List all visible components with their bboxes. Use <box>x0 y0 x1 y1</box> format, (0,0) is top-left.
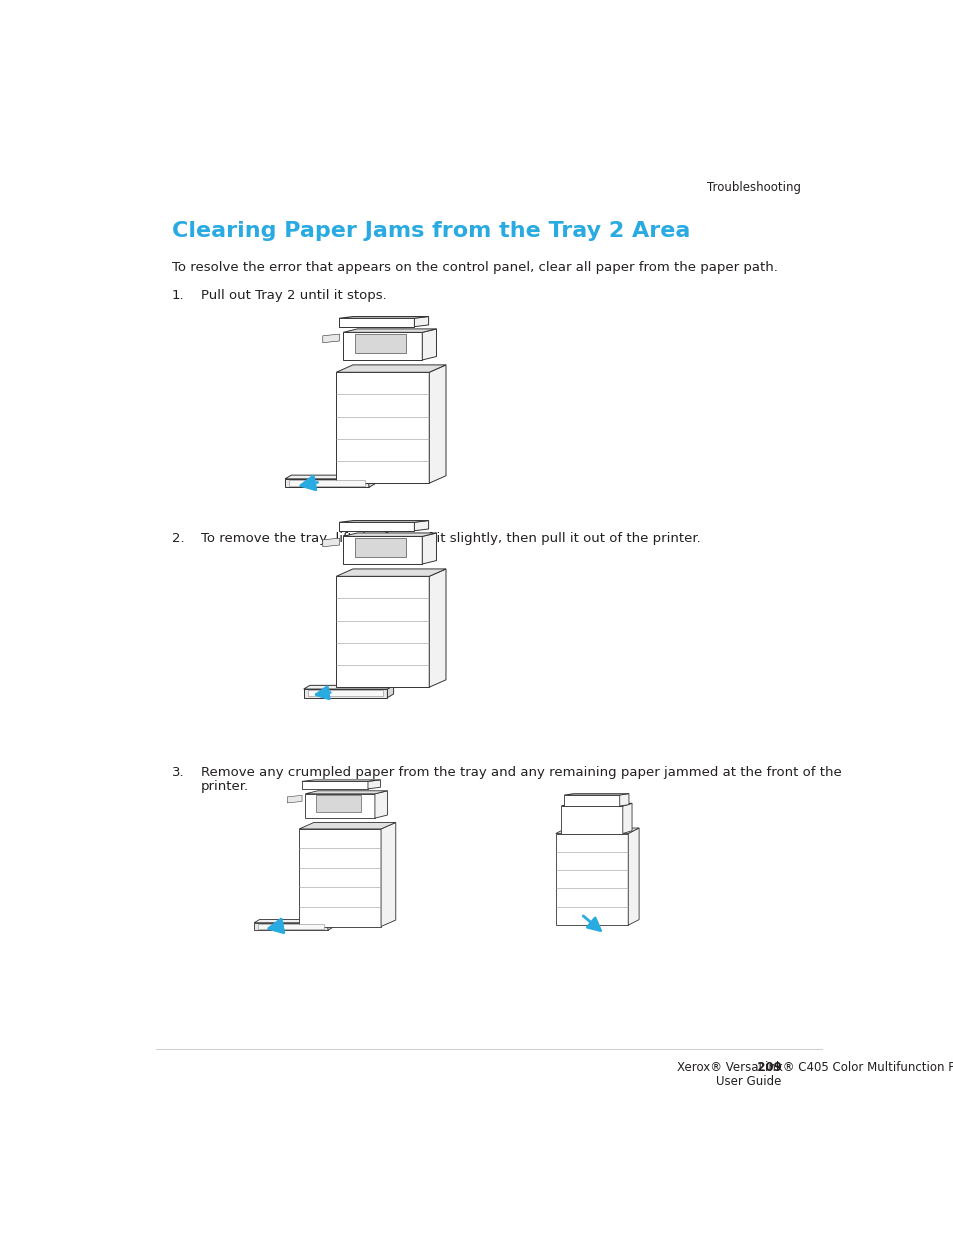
Polygon shape <box>422 329 436 359</box>
Text: Remove any crumpled paper from the tray and any remaining paper jammed at the fr: Remove any crumpled paper from the tray … <box>200 766 841 779</box>
Text: To resolve the error that appears on the control panel, clear all paper from the: To resolve the error that appears on the… <box>172 262 777 274</box>
Polygon shape <box>285 475 375 479</box>
Text: Pull out Tray 2 until it stops.: Pull out Tray 2 until it stops. <box>200 289 386 303</box>
Polygon shape <box>429 569 445 687</box>
Polygon shape <box>339 316 428 319</box>
Polygon shape <box>387 685 394 698</box>
Text: Troubleshooting: Troubleshooting <box>706 180 801 194</box>
Polygon shape <box>299 829 380 926</box>
Polygon shape <box>369 475 375 488</box>
Polygon shape <box>303 685 394 689</box>
Polygon shape <box>335 577 429 687</box>
Polygon shape <box>563 794 628 795</box>
Text: Clearing Paper Jams from the Tray 2 Area: Clearing Paper Jams from the Tray 2 Area <box>172 221 690 241</box>
Polygon shape <box>556 834 628 925</box>
Text: Xerox® VersaLink® C405 Color Multifunction Printer: Xerox® VersaLink® C405 Color Multifuncti… <box>677 1061 953 1073</box>
Polygon shape <box>560 803 632 806</box>
Polygon shape <box>303 689 387 698</box>
Polygon shape <box>628 827 639 925</box>
Text: To remove the tray, lift the front of it slightly, then pull it out of the print: To remove the tray, lift the front of it… <box>200 531 700 545</box>
Polygon shape <box>422 534 436 564</box>
Polygon shape <box>339 319 414 327</box>
Polygon shape <box>322 335 339 342</box>
Polygon shape <box>355 538 406 557</box>
Polygon shape <box>335 372 429 483</box>
Polygon shape <box>322 538 339 547</box>
Polygon shape <box>287 795 302 803</box>
Polygon shape <box>414 520 428 531</box>
Polygon shape <box>429 364 445 483</box>
Polygon shape <box>305 794 375 818</box>
Text: User Guide: User Guide <box>716 1074 781 1088</box>
Polygon shape <box>343 534 436 536</box>
Polygon shape <box>622 803 632 834</box>
Polygon shape <box>253 923 328 930</box>
Text: 2.: 2. <box>172 531 184 545</box>
Polygon shape <box>343 332 422 359</box>
Polygon shape <box>335 569 445 577</box>
Polygon shape <box>253 920 333 923</box>
Polygon shape <box>343 536 422 564</box>
Polygon shape <box>563 795 619 806</box>
Polygon shape <box>368 779 380 789</box>
Polygon shape <box>375 790 387 818</box>
Polygon shape <box>285 479 369 488</box>
Text: 209: 209 <box>744 1061 781 1073</box>
Polygon shape <box>339 520 428 522</box>
Polygon shape <box>339 522 414 531</box>
Polygon shape <box>343 329 436 332</box>
Polygon shape <box>380 823 395 926</box>
Polygon shape <box>619 794 628 806</box>
Polygon shape <box>305 790 387 794</box>
Polygon shape <box>355 335 406 353</box>
Polygon shape <box>257 924 324 929</box>
Polygon shape <box>414 316 428 327</box>
Polygon shape <box>328 920 333 930</box>
Polygon shape <box>301 782 368 789</box>
Polygon shape <box>289 480 364 487</box>
Text: 3.: 3. <box>172 766 184 779</box>
Polygon shape <box>335 364 445 372</box>
Polygon shape <box>299 823 395 829</box>
Polygon shape <box>556 827 639 834</box>
Polygon shape <box>301 779 380 782</box>
Polygon shape <box>315 795 360 813</box>
Text: 1.: 1. <box>172 289 184 303</box>
Polygon shape <box>560 806 622 834</box>
Polygon shape <box>308 690 383 697</box>
Text: printer.: printer. <box>200 779 249 793</box>
